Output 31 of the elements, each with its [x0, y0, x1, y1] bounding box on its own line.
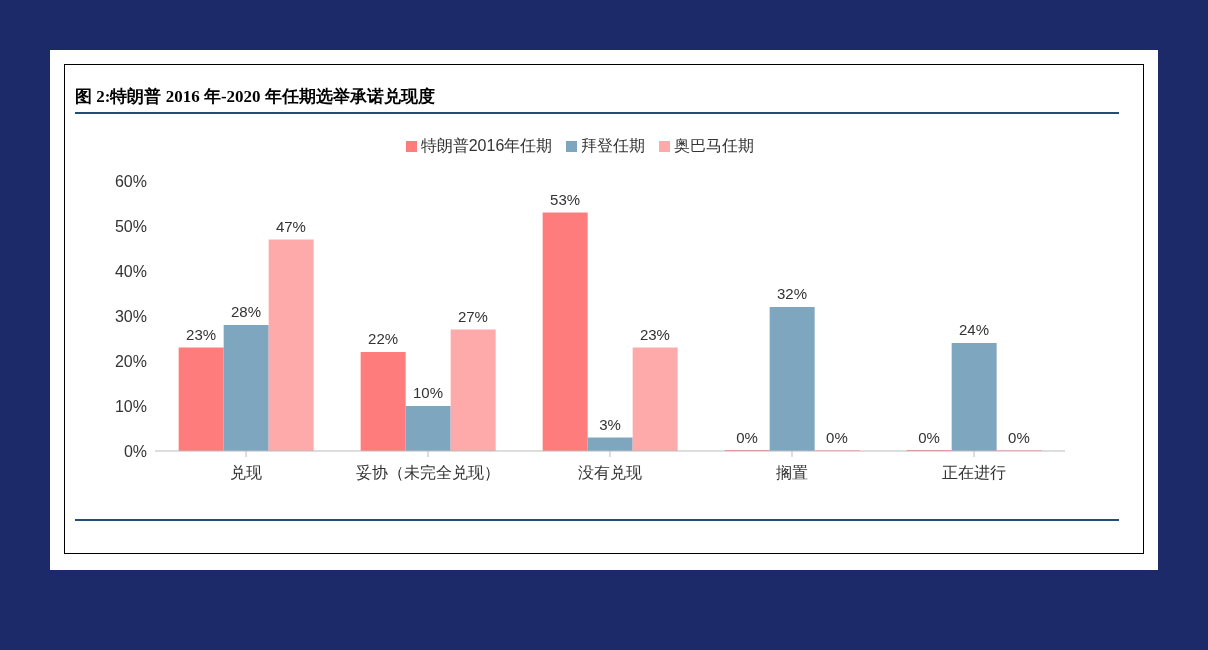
- y-tick-label: 0%: [123, 442, 147, 460]
- y-tick-label: 40%: [114, 262, 147, 280]
- y-tick-label: 50%: [114, 217, 147, 235]
- y-tick-label: 60%: [114, 172, 147, 190]
- x-tick-label: 正在进行: [942, 464, 1006, 482]
- data-label: 0%: [1008, 429, 1030, 446]
- legend-label: 拜登任期: [580, 135, 646, 156]
- data-label: 27%: [457, 307, 488, 325]
- data-label: 32%: [776, 285, 808, 302]
- data-label: 22%: [368, 330, 399, 347]
- data-label: 3%: [599, 415, 621, 433]
- data-label: 24%: [958, 321, 990, 338]
- data-label: 0%: [826, 429, 848, 446]
- y-tick-label: 20%: [114, 352, 147, 370]
- x-tick-label: 兑现: [230, 464, 262, 482]
- data-label: 10%: [412, 384, 444, 401]
- x-tick-label: 没有兑现: [578, 464, 642, 482]
- data-label: 47%: [275, 217, 306, 235]
- y-tick-label: 10%: [114, 397, 147, 415]
- data-label: 0%: [918, 429, 940, 446]
- legend-label: 特朗普2016年任期: [419, 135, 553, 156]
- legend-label: 奥巴马任期: [673, 135, 755, 156]
- x-tick-label: 搁置: [776, 464, 808, 482]
- y-tick-label: 30%: [114, 307, 147, 325]
- data-label: 23%: [186, 325, 217, 343]
- x-tick-label: 妥协（未完全兑现）: [356, 464, 500, 482]
- chart-title: 图 2:特朗普 2016 年-2020 年任期选举承诺兑现度: [75, 86, 435, 108]
- data-label: 23%: [639, 325, 670, 343]
- data-label: 53%: [550, 190, 581, 208]
- data-label: 0%: [736, 429, 758, 446]
- data-label: 28%: [230, 303, 262, 320]
